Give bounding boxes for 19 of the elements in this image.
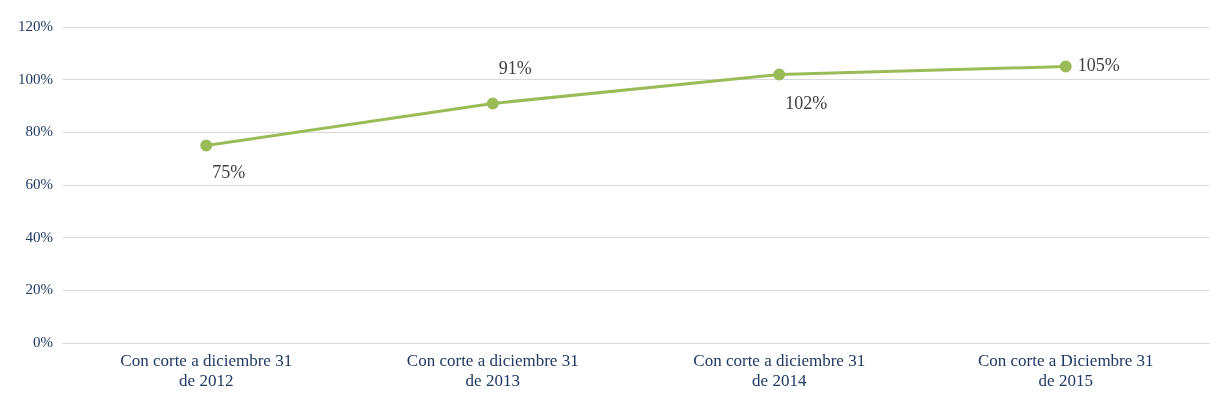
- x-tick-label: Con corte a diciembre 31 de 2012: [120, 350, 293, 391]
- y-tick-label: 60%: [25, 176, 53, 193]
- y-tick-label: 40%: [25, 228, 53, 245]
- data-label: 75%: [212, 162, 246, 183]
- y-tick-label: 0%: [33, 334, 53, 351]
- x-tick-label: Con corte a diciembre 31 de 2013: [406, 350, 579, 391]
- x-tick-label: Con corte a diciembre 31 de 2014: [693, 350, 866, 391]
- y-tick-label: 80%: [25, 123, 53, 140]
- point: [200, 139, 213, 152]
- y-tick-label: 120%: [18, 17, 53, 34]
- y-tick-label: 20%: [25, 281, 53, 298]
- point: [1059, 60, 1072, 73]
- point: [773, 68, 786, 81]
- data-label: 91%: [498, 58, 532, 79]
- data-label: 105%: [1077, 55, 1120, 76]
- x-tick-label: Con corte a Diciembre 31 de 2015: [977, 350, 1154, 391]
- data-label: 102%: [785, 93, 828, 114]
- y-tick-label: 100%: [18, 70, 53, 87]
- point: [486, 97, 499, 110]
